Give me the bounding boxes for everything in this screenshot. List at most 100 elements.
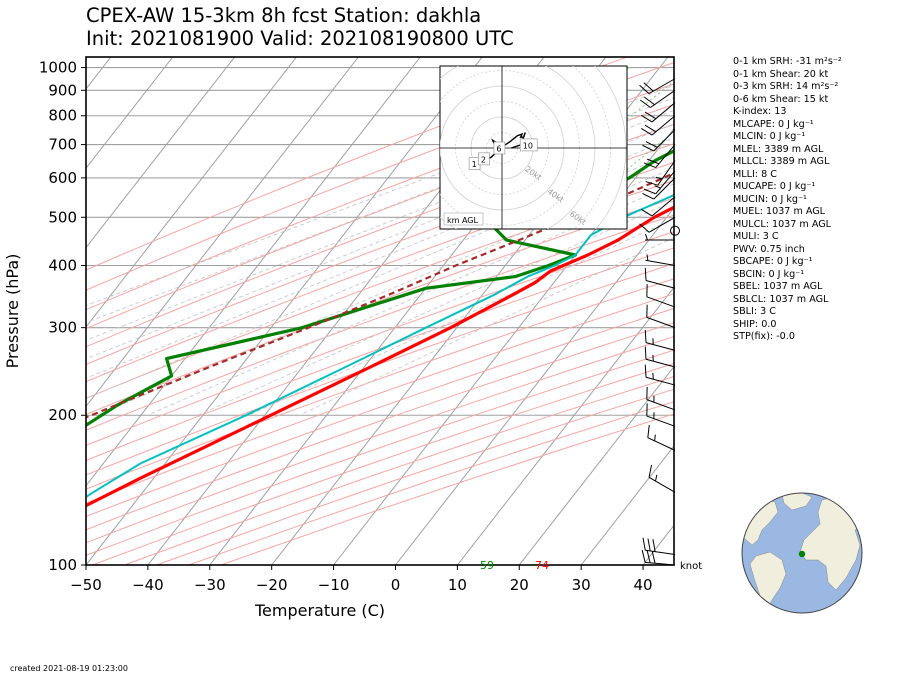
- isotherm-line: [518, 365, 674, 565]
- chart-title: CPEX-AW 15-3km 8h fcst Station: dakhla: [86, 4, 482, 27]
- x-tick-label: −30: [194, 576, 226, 594]
- index-line: MLEL: 3389 m AGL: [733, 143, 824, 155]
- wetbulb-profile: [86, 193, 674, 499]
- globe-land-greenland: [781, 493, 813, 511]
- wind-barb: [645, 160, 676, 186]
- wind-barb: [640, 196, 676, 217]
- index-line: MLLI: 8 C: [733, 168, 777, 180]
- wind-barb: [640, 102, 676, 123]
- dry-adiabat: [86, 293, 674, 504]
- index-line: MUCAPE: 0 J kg⁻¹: [733, 181, 816, 192]
- x-tick-label: 0: [391, 576, 401, 594]
- moist-adiabat: [86, 109, 674, 341]
- surface-dewpoint-label: 59: [480, 559, 494, 572]
- wind-barb: [670, 225, 680, 236]
- hodograph-height-label: 1: [472, 160, 477, 169]
- wind-barb: [644, 346, 676, 368]
- index-line: 0-3 km SRH: 14 m²s⁻²: [733, 81, 839, 92]
- y-tick-label: 300: [48, 319, 77, 337]
- y-tick-label: 600: [48, 169, 77, 187]
- index-line: PWV: 0.75 inch: [733, 243, 805, 255]
- wind-barb: [643, 144, 676, 169]
- hodograph-height-label: 10: [523, 141, 533, 150]
- wind-barb: [645, 233, 675, 241]
- wind-barb: [646, 403, 676, 427]
- dry-adiabat: [86, 278, 674, 490]
- wind-barb: [645, 254, 676, 266]
- isotherm-line: [86, 57, 174, 170]
- dry-adiabat: [86, 83, 674, 311]
- moist-adiabat: [147, 183, 674, 416]
- index-line: 0-1 km SRH: -31 m²s⁻²: [733, 56, 842, 67]
- x-axis-label: Temperature (C): [254, 601, 385, 620]
- y-tick-label: 700: [48, 136, 77, 154]
- index-line: SBCIN: 0 J kg⁻¹: [733, 268, 805, 280]
- moist-adiabat: [86, 97, 674, 324]
- dry-adiabat: [86, 307, 674, 517]
- index-line: K-index: 13: [733, 106, 787, 117]
- plot-frame: [85, 56, 675, 566]
- wind-barb: [642, 177, 676, 200]
- index-line: SBCAPE: 0 J kg⁻¹: [733, 256, 813, 267]
- wind-barbs: [639, 78, 680, 566]
- y-axis-label: Pressure (hPa): [3, 254, 22, 369]
- hodograph-height-label: 2: [481, 155, 486, 164]
- x-tick-label: −50: [70, 576, 102, 594]
- mixing-ratio-line: [865, 68, 906, 178]
- chart-subtitle: Init: 2021081900 Valid: 202108190800 UTC: [86, 27, 514, 50]
- station-location-globe: [741, 492, 863, 614]
- dry-adiabat: [86, 336, 674, 544]
- x-tick-label: −40: [132, 576, 164, 594]
- surface-temperature-label: 74: [535, 559, 549, 572]
- index-line: 0-6 km Shear: 15 kt: [733, 93, 829, 105]
- x-tick-label: 10: [448, 576, 467, 594]
- indices-panel: 0-1 km SRH: -31 m²s⁻² 0-1 km Shear: 20 kt…: [733, 56, 842, 344]
- index-line: MULCL: 1037 m AGL: [733, 218, 832, 230]
- isotherm-line: [395, 207, 674, 565]
- temperature-profile: [86, 205, 674, 508]
- y-tick-label: 1000: [39, 59, 77, 77]
- wind-barb: [646, 304, 676, 329]
- index-line: SBLCL: 1037 m AGL: [733, 293, 829, 305]
- wind-barb: [646, 284, 676, 308]
- wind-barb: [642, 129, 676, 152]
- y-tick-label: 500: [48, 208, 77, 226]
- wind-barb: [644, 364, 676, 386]
- wind-unit-label: knot: [680, 561, 702, 572]
- index-line: MLLCL: 3389 m AGL: [733, 156, 830, 167]
- index-line: MUCIN: 0 J kg⁻¹: [733, 193, 807, 205]
- isotherm-line: [456, 286, 674, 565]
- hodograph-height-box: [519, 138, 538, 152]
- x-tick-label: −10: [318, 576, 350, 594]
- y-tick-label: 100: [48, 556, 77, 574]
- isotherm-line: [86, 57, 359, 408]
- dry-adiabat: [86, 231, 674, 446]
- y-tick-label: 200: [48, 406, 77, 424]
- dry-adiabat: [86, 263, 674, 476]
- wind-barb: [643, 170, 676, 195]
- dry-adiabat: [86, 197, 674, 415]
- dry-adiabat: [86, 214, 674, 431]
- axes-ticks: −50 −40 −30 −20 −10 0 10 20 30 40 100 200 300 400 500 6…: [39, 59, 653, 594]
- index-line: SBEL: 1037 m AGL: [733, 281, 823, 292]
- x-tick-label: 20: [510, 576, 529, 594]
- wind-barb: [646, 386, 676, 411]
- hodograph-height-label: 6: [496, 145, 501, 154]
- index-line: 0-1 km Shear: 20 kt: [733, 68, 829, 80]
- y-tick-label: 400: [48, 256, 77, 274]
- wind-barb: [644, 329, 676, 351]
- moist-adiabat: [248, 218, 674, 416]
- y-tick-label: 800: [48, 107, 77, 125]
- isotherm-line: [86, 57, 483, 565]
- wind-barb: [642, 537, 676, 555]
- moist-adiabat: [86, 151, 674, 400]
- y-tick-label: 900: [48, 81, 77, 99]
- moist-adiabat: [198, 200, 674, 416]
- mixing-ratio-line: [616, 130, 674, 179]
- hodograph-height-box: [478, 152, 490, 166]
- isotherm-line: [86, 57, 297, 328]
- isotherm-line: [86, 57, 236, 249]
- globe-land-europe-africa: [799, 494, 862, 591]
